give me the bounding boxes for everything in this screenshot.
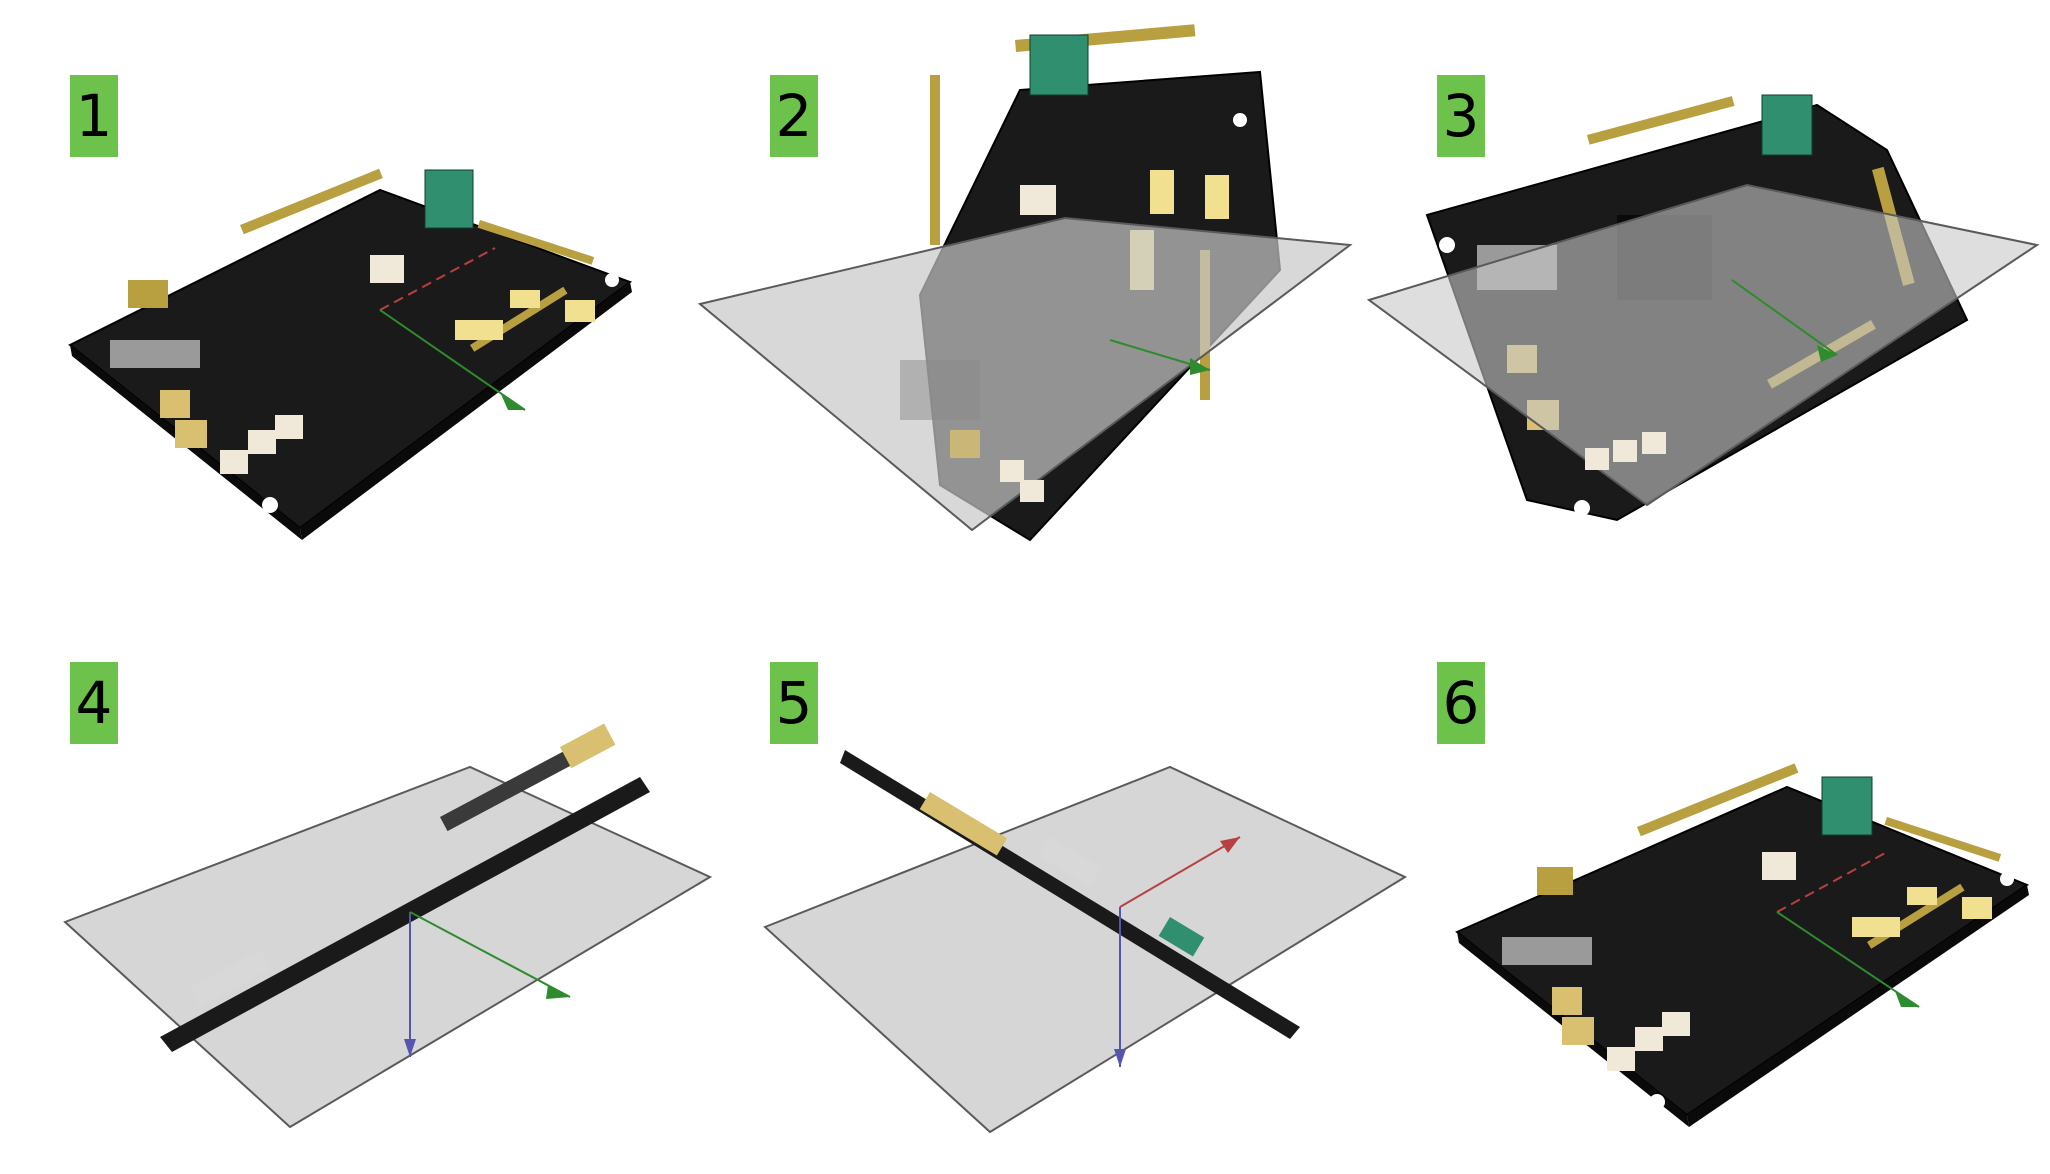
step-panel-6: 6: [1367, 587, 2050, 1174]
board-view-below-plane: [1585, 432, 1666, 470]
section-plane-icon: [1366, 183, 2040, 507]
step-panel-5: 5: [700, 587, 1408, 1174]
step-panel-1: 1: [0, 0, 683, 587]
step-panel-2: 2: [697, 0, 1383, 587]
pcb-board-icon: [697, 24, 1353, 542]
section-plane-icon: [763, 750, 1408, 1134]
board-view: [68, 168, 633, 540]
step-panel-4: 4: [0, 587, 713, 1174]
step-number-badge: 4: [70, 662, 118, 744]
step-number-badge: 5: [770, 662, 818, 744]
section-plane-icon: [697, 216, 1353, 532]
section-plane-icon: [63, 723, 713, 1129]
board-view: [1455, 763, 2030, 1127]
step-number-badge: 6: [1437, 662, 1485, 744]
board-edge-view: [160, 723, 650, 1052]
step-number-badge: 3: [1437, 75, 1485, 157]
pcb-board-icon: [68, 168, 633, 540]
pcb-board-icon: [1455, 763, 2030, 1127]
board-view-below-plane: [900, 360, 1044, 502]
step-number-badge: 1: [70, 75, 118, 157]
step-number-badge: 2: [770, 75, 818, 157]
pcb-board-icon: [1366, 94, 2040, 522]
board-edge-view: [840, 750, 1300, 1039]
step-panel-3: 3: [1366, 0, 2050, 587]
section-plane: [763, 765, 1408, 1134]
section-plane: [63, 765, 713, 1129]
